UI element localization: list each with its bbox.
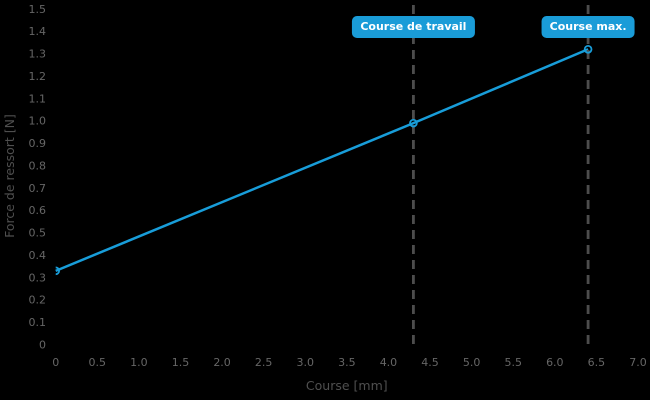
y-tick-label: 1.5 xyxy=(29,3,47,16)
y-tick-label: 1.0 xyxy=(29,115,47,128)
x-tick-label: 1.0 xyxy=(130,356,148,369)
data-point-marker xyxy=(55,266,60,276)
y-tick-label: 0.9 xyxy=(29,137,47,150)
data-point-marker xyxy=(583,44,593,54)
x-tick-label: 2.5 xyxy=(255,356,273,369)
x-tick-label: 3.0 xyxy=(297,356,315,369)
y-tick-label: 1.4 xyxy=(29,25,47,38)
y-tick-label: 0.8 xyxy=(29,159,47,172)
x-tick-label: 6.0 xyxy=(546,356,564,369)
x-tick-label: 5.5 xyxy=(504,356,522,369)
data-point-marker xyxy=(409,118,418,128)
x-axis-title: Course [mm] xyxy=(306,378,388,393)
y-axis-title: Force de ressort [N] xyxy=(2,114,17,238)
annotation-course-de-travail: Course de travail xyxy=(352,16,475,38)
y-tick-label: 0.1 xyxy=(29,316,47,329)
y-tick-label: 0.4 xyxy=(29,249,47,262)
x-tick-label: 3.5 xyxy=(338,356,356,369)
y-tick-label: 0.3 xyxy=(29,271,47,284)
x-tick-label: 7.0 xyxy=(629,356,647,369)
x-tick-label: 0.5 xyxy=(89,356,107,369)
marker-group xyxy=(55,44,593,276)
x-tick-label: 4.5 xyxy=(421,356,439,369)
annotation-course-max: Course max. xyxy=(541,16,635,38)
y-tick-label: 1.1 xyxy=(29,92,47,105)
y-tick-label: 1.2 xyxy=(29,70,47,83)
x-tick-label: 5.0 xyxy=(463,356,481,369)
x-tick-label: 6.5 xyxy=(588,356,606,369)
x-tick-label: 0 xyxy=(52,356,59,369)
force-line xyxy=(55,48,589,273)
y-tick-label: 0.6 xyxy=(29,204,47,217)
x-tick-label: 2.0 xyxy=(213,356,231,369)
y-tick-label: 0.5 xyxy=(29,227,47,240)
x-tick-label: 1.5 xyxy=(172,356,190,369)
x-tick-label: 4.0 xyxy=(380,356,398,369)
y-tick-label: 1.3 xyxy=(29,48,47,61)
y-tick-label: 0.7 xyxy=(29,182,47,195)
y-tick-label: 0.2 xyxy=(29,294,47,307)
y-tick-label: 0 xyxy=(39,339,46,352)
